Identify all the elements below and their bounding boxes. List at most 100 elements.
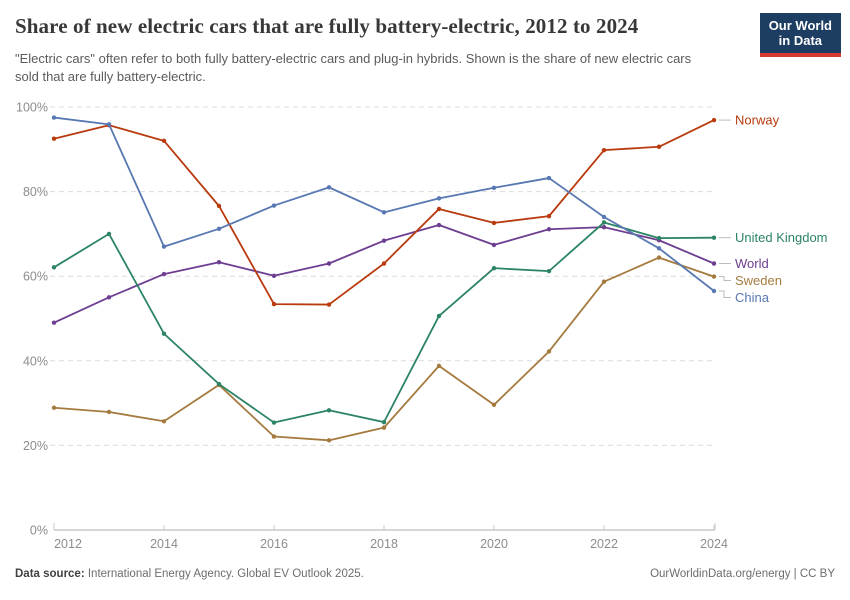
data-source-label: Data source:: [15, 568, 85, 580]
data-point-china-2012[interactable]: [51, 115, 57, 120]
data-point-norway-2017[interactable]: [326, 302, 332, 307]
series-world: [51, 222, 717, 325]
data-point-china-2016[interactable]: [271, 203, 277, 208]
data-point-norway-2020[interactable]: [491, 220, 497, 226]
y-axis-label-0: 0%: [30, 524, 48, 538]
legend-label-china[interactable]: China: [735, 290, 770, 305]
x-axis-label-2016: 2016: [260, 537, 288, 551]
data-point-united-kingdom-2021[interactable]: [546, 268, 552, 274]
x-axis-label-2018: 2018: [370, 537, 398, 551]
data-point-world-2013[interactable]: [106, 295, 112, 300]
data-source: Data source: International Energy Agency…: [15, 568, 364, 580]
data-point-world-2019[interactable]: [436, 222, 442, 228]
data-point-world-2022[interactable]: [601, 224, 607, 230]
data-point-united-kingdom-2014[interactable]: [161, 331, 167, 336]
chart: 0% 20% 40% 60% 80% 100% 2012 2014 2016 2018 2020 20…: [0, 95, 850, 561]
legend-label-sweden[interactable]: Sweden: [735, 273, 782, 288]
data-point-united-kingdom-2023[interactable]: [656, 235, 662, 241]
y-axis-label-20: 20%: [23, 439, 48, 453]
attribution-link[interactable]: OurWorldinData.org/energy | CC BY: [650, 568, 835, 580]
data-point-china-2013[interactable]: [106, 122, 112, 127]
data-point-norway-2023[interactable]: [656, 144, 662, 149]
data-point-china-2021[interactable]: [546, 175, 552, 181]
data-point-china-2018[interactable]: [381, 210, 387, 215]
y-axis-label-40: 40%: [23, 354, 48, 368]
data-point-world-2014[interactable]: [161, 271, 167, 277]
data-point-united-kingdom-2020[interactable]: [491, 265, 497, 271]
data-point-sweden-2019[interactable]: [436, 363, 442, 369]
data-source-text: International Energy Agency. Global EV O…: [84, 568, 364, 580]
legend-leader-sweden: [719, 276, 731, 282]
y-axis-label-80: 80%: [23, 185, 48, 199]
data-point-norway-2015[interactable]: [216, 203, 222, 209]
data-point-world-2024[interactable]: [711, 261, 717, 266]
data-point-sweden-2013[interactable]: [106, 409, 112, 415]
data-point-world-2015[interactable]: [216, 260, 222, 265]
data-point-china-2015[interactable]: [216, 226, 222, 232]
page-title: Share of new electric cars that are full…: [15, 14, 639, 38]
x-axis-label-2012: 2012: [54, 537, 82, 551]
data-point-world-2017[interactable]: [326, 261, 332, 266]
data-point-sweden-2020[interactable]: [491, 402, 497, 407]
data-point-sweden-2018[interactable]: [381, 425, 387, 430]
data-point-china-2022[interactable]: [601, 214, 607, 220]
data-point-united-kingdom-2015[interactable]: [216, 381, 222, 387]
data-point-sweden-2022[interactable]: [601, 279, 607, 284]
y-axis-label-60: 60%: [23, 270, 48, 284]
y-axis-label-100: 100%: [16, 101, 48, 115]
data-point-norway-2022[interactable]: [601, 147, 607, 153]
data-point-sweden-2023[interactable]: [656, 255, 662, 260]
data-point-sweden-2012[interactable]: [51, 405, 57, 410]
data-point-sweden-2016[interactable]: [271, 434, 277, 439]
data-point-norway-2019[interactable]: [436, 206, 442, 212]
data-point-sweden-2014[interactable]: [161, 419, 167, 424]
data-point-sweden-2024[interactable]: [711, 274, 717, 279]
legend-label-united-kingdom[interactable]: United Kingdom: [735, 230, 828, 245]
data-point-norway-2014[interactable]: [161, 138, 167, 144]
data-point-united-kingdom-2024[interactable]: [711, 235, 717, 240]
data-point-norway-2018[interactable]: [381, 261, 387, 266]
data-point-china-2019[interactable]: [436, 196, 442, 201]
footer: Data source: International Energy Agency…: [15, 568, 835, 580]
data-point-sweden-2021[interactable]: [546, 349, 552, 354]
data-point-norway-2024[interactable]: [711, 117, 717, 123]
x-axis-label-2024: 2024: [700, 537, 728, 551]
owid-logo-line1: Our World: [768, 18, 832, 33]
data-point-united-kingdom-2016[interactable]: [271, 420, 277, 425]
series-line-sweden[interactable]: [53, 256, 715, 442]
data-point-united-kingdom-2013[interactable]: [106, 231, 112, 237]
legend-label-norway[interactable]: Norway: [735, 113, 780, 128]
data-point-united-kingdom-2022[interactable]: [601, 220, 607, 225]
series-united-kingdom: [51, 220, 717, 425]
data-point-sweden-2017[interactable]: [326, 438, 332, 443]
data-point-china-2017[interactable]: [326, 185, 332, 190]
chart-canvas: 0% 20% 40% 60% 80% 100% 2012 2014 2016 2018 2020 20…: [16, 101, 828, 552]
series-china: [51, 115, 717, 294]
data-point-united-kingdom-2012[interactable]: [51, 265, 57, 270]
data-point-united-kingdom-2019[interactable]: [436, 313, 442, 319]
data-point-world-2012[interactable]: [51, 320, 57, 325]
data-point-norway-2021[interactable]: [546, 213, 552, 219]
page-subtitle: "Electric cars" often refer to both full…: [15, 51, 692, 85]
data-point-world-2020[interactable]: [491, 242, 497, 248]
legend-label-world[interactable]: World: [735, 256, 769, 271]
owid-logo[interactable]: Our World in Data: [759, 13, 841, 57]
data-point-china-2024[interactable]: [711, 288, 717, 294]
x-axis-label-2022: 2022: [590, 537, 618, 551]
data-point-united-kingdom-2017[interactable]: [326, 408, 332, 413]
data-point-china-2020[interactable]: [491, 185, 497, 190]
data-point-china-2014[interactable]: [161, 244, 167, 249]
data-point-world-2021[interactable]: [546, 227, 552, 232]
data-point-norway-2016[interactable]: [271, 301, 277, 307]
data-point-china-2023[interactable]: [656, 246, 662, 251]
data-point-world-2018[interactable]: [381, 238, 387, 243]
owid-logo-line2: in Data: [778, 33, 823, 49]
data-point-norway-2012[interactable]: [51, 136, 57, 141]
legend-leader-china: [719, 290, 731, 299]
data-point-world-2016[interactable]: [271, 273, 277, 278]
series-sweden: [51, 255, 717, 443]
data-point-united-kingdom-2018[interactable]: [381, 419, 387, 425]
series-line-united-kingdom[interactable]: [53, 221, 715, 424]
x-axis-label-2020: 2020: [480, 537, 508, 551]
